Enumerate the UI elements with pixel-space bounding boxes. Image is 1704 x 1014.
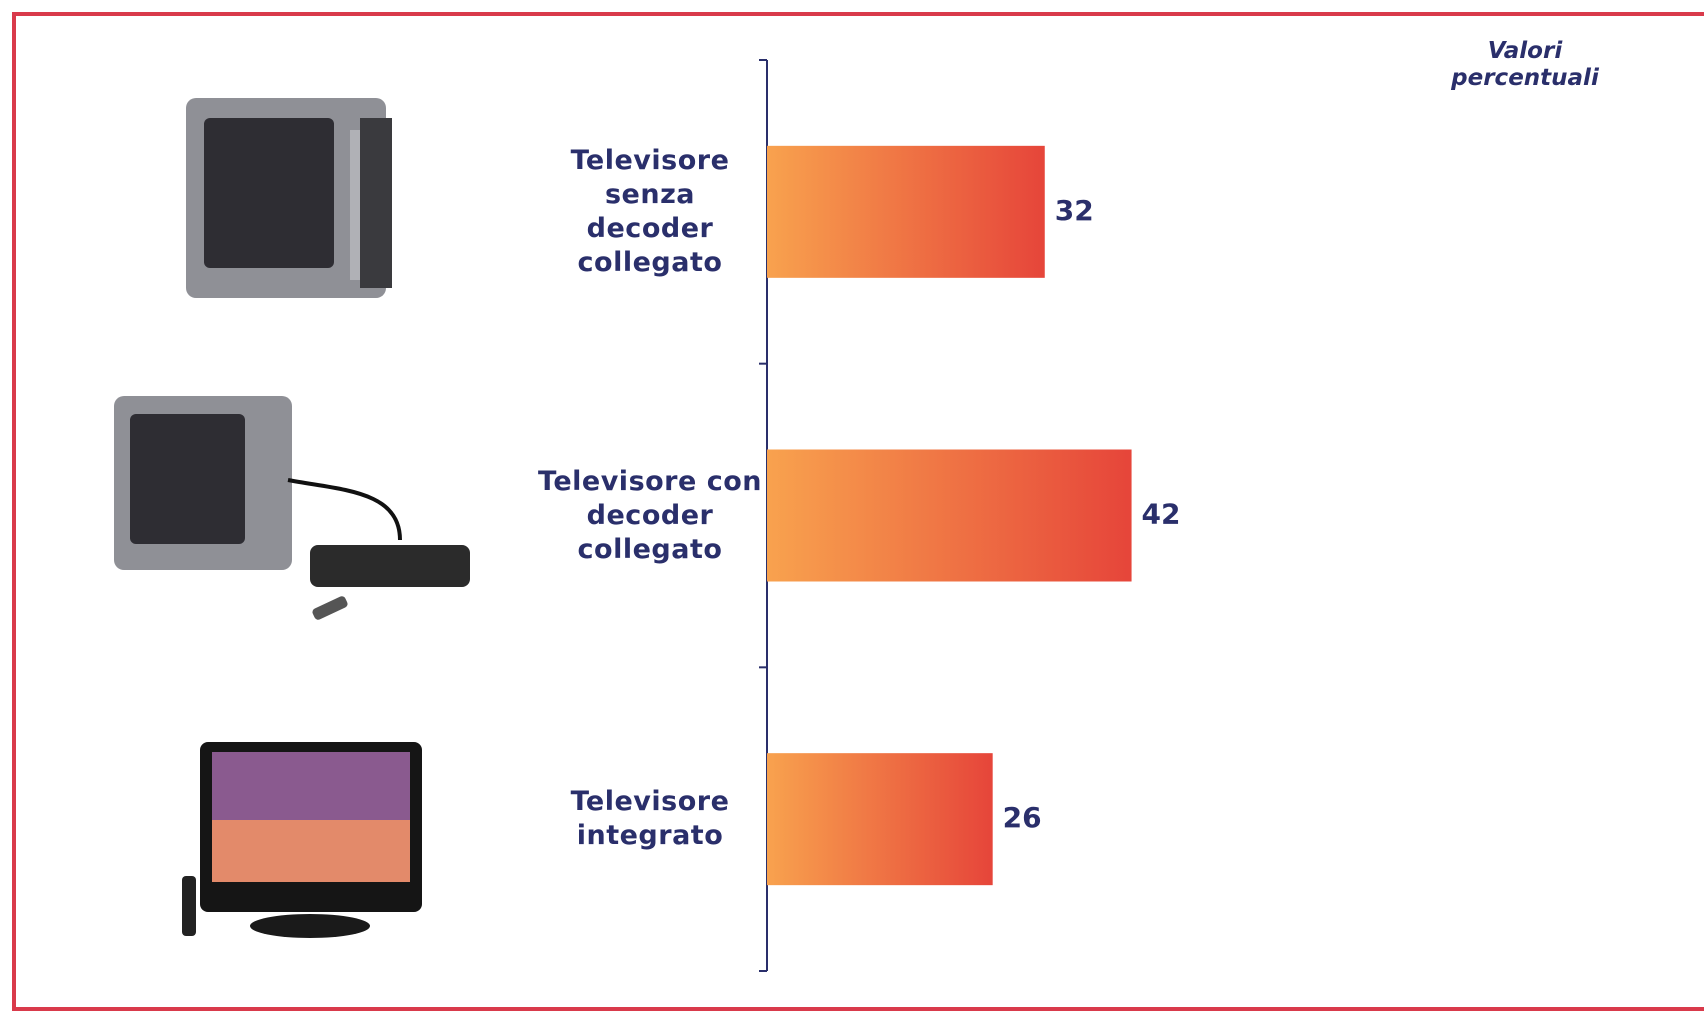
lcd-icon — [182, 742, 422, 938]
frame — [12, 12, 1704, 1011]
value-label: 32 — [1055, 194, 1094, 227]
tv-decoder-icon — [114, 396, 470, 620]
tv-icon — [186, 98, 392, 298]
bar — [767, 145, 1045, 278]
category-label: Televisore senza decoder collegato — [570, 144, 730, 278]
bar — [767, 449, 1132, 582]
value-label: 26 — [1003, 801, 1042, 834]
note: Valori percentuali — [1451, 38, 1599, 91]
value-label: 42 — [1142, 498, 1181, 531]
plot: 32 42 26 — [759, 59, 1181, 972]
category-label: Televisore integrato — [570, 786, 730, 852]
bar — [767, 753, 993, 886]
category-label: Televisore con decoder collegato — [538, 465, 762, 565]
